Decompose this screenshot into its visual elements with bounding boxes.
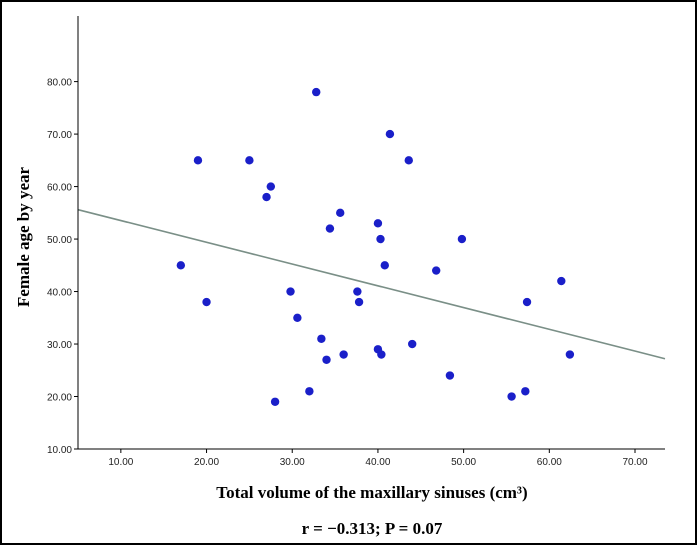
data-point	[507, 392, 516, 401]
data-point	[176, 261, 186, 270]
x-tick-label: 10.00	[108, 457, 133, 468]
y-tick-label: 60.00	[47, 183, 72, 194]
data-point	[404, 156, 413, 165]
y-axis-title: Female age by year	[14, 166, 33, 307]
data-point	[305, 387, 314, 396]
data-point	[245, 156, 254, 165]
x-tick-label: 20.00	[194, 457, 219, 468]
data-point	[322, 355, 331, 364]
y-tick-label: 80.00	[47, 78, 72, 89]
data-points	[176, 87, 575, 406]
y-tick-label: 30.00	[47, 340, 72, 351]
data-point	[354, 297, 364, 307]
data-point	[380, 261, 389, 270]
correlation-annotation: r = −0.313; P = 0.07	[302, 519, 443, 538]
x-axis-ticks: 10.00 20.00 30.00 40.00 50.00 60.00 70.00	[108, 449, 648, 468]
regression-line	[77, 208, 666, 360]
data-point	[353, 287, 362, 296]
data-point	[385, 129, 395, 139]
y-tick-label: 70.00	[47, 130, 72, 141]
x-tick-label: 30.00	[280, 457, 305, 468]
data-point	[325, 224, 335, 233]
data-point	[373, 219, 383, 228]
data-point	[521, 387, 530, 396]
data-point	[557, 276, 566, 286]
y-tick-label: 10.00	[47, 445, 72, 456]
data-point	[293, 313, 302, 322]
data-point	[377, 350, 386, 359]
data-point	[336, 208, 345, 218]
y-tick-label: 40.00	[47, 288, 72, 299]
x-axis-title: Total volume of the maxillary sinuses (c…	[216, 483, 527, 502]
y-tick-label: 50.00	[47, 235, 72, 246]
y-axis-ticks: 10.00 20.00 30.00 40.00 50.00 60.00 70.00 80.00	[47, 78, 78, 456]
data-point	[266, 182, 276, 191]
data-point	[522, 297, 532, 307]
data-point	[317, 334, 326, 343]
data-point	[202, 297, 211, 307]
data-point	[431, 266, 441, 275]
y-tick-label: 20.00	[47, 393, 72, 404]
x-tick-label: 40.00	[365, 457, 390, 468]
data-point	[457, 234, 467, 244]
x-tick-label: 70.00	[622, 457, 647, 468]
data-point	[312, 87, 321, 97]
x-tick-label: 50.00	[451, 457, 476, 468]
data-point	[286, 287, 295, 296]
data-point	[193, 156, 203, 165]
data-point	[262, 192, 271, 202]
plot-area	[78, 16, 665, 449]
data-point	[270, 397, 280, 406]
data-point	[408, 339, 417, 349]
x-tick-label: 60.00	[537, 457, 562, 468]
data-point	[339, 350, 348, 359]
data-point	[376, 234, 385, 244]
data-point	[445, 371, 455, 380]
data-point	[565, 350, 575, 359]
